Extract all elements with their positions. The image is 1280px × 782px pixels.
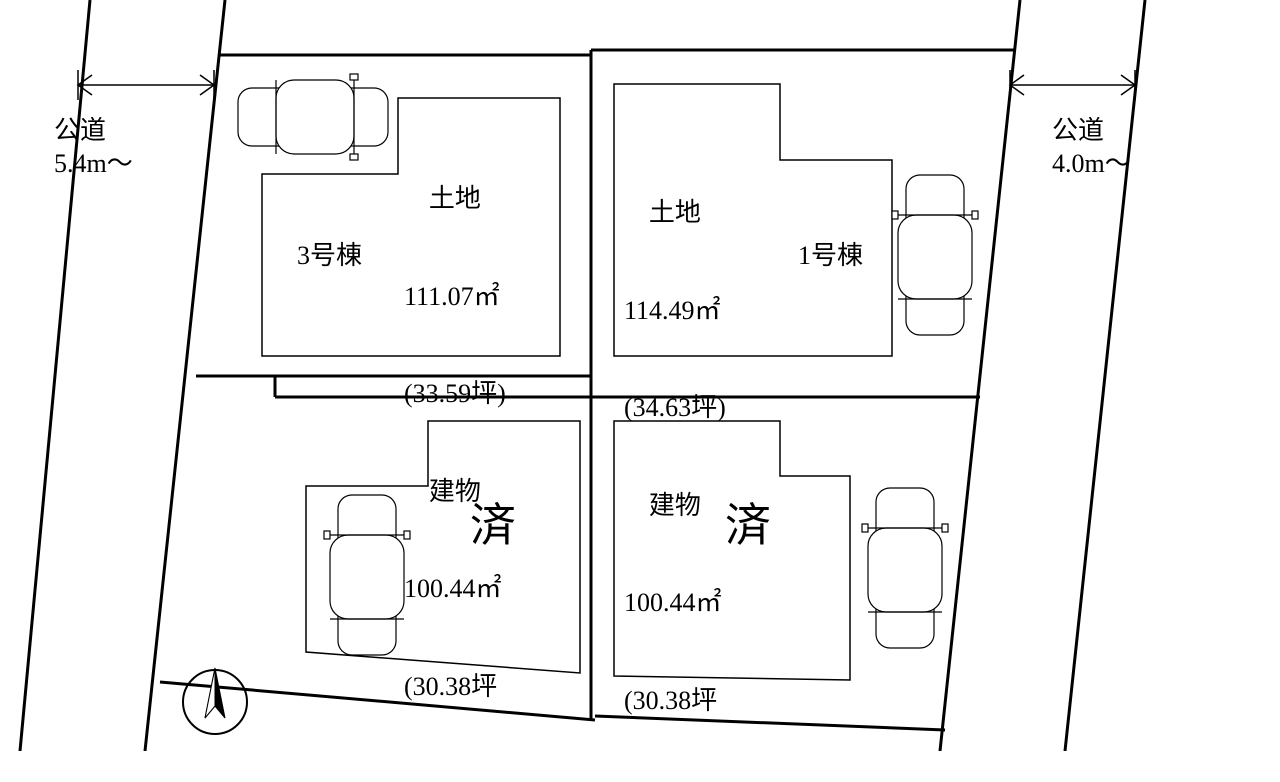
lot1-name: 1号棟 (798, 240, 863, 273)
sold-left-label: 済 (470, 497, 516, 555)
lot1-bldg-label: 建物 (624, 490, 726, 523)
car-icon (238, 74, 388, 160)
road-left-label: 公道 5.4m〜 (54, 115, 133, 180)
lot1-bldg-area: 100.44㎡ (624, 587, 726, 620)
site-plan-diagram: 公道 5.4m〜 公道 4.0m〜 3号棟 土地 111.07㎡ (33.59坪… (0, 0, 1280, 751)
lot3-details: 土地 111.07㎡ (33.59坪) 建物 100.44㎡ (30.38坪 (404, 118, 506, 768)
lot3-land-label: 土地 (404, 183, 506, 216)
lot3-name: 3号棟 (297, 240, 362, 273)
lot3-land-tsubo: (33.59坪) (404, 378, 506, 411)
lot3-bldg-area: 100.44㎡ (404, 573, 506, 606)
car-icon (324, 495, 410, 655)
car-icon (892, 175, 978, 335)
lot1-land-tsubo: (34.63坪) (624, 392, 726, 425)
car-icon (862, 488, 948, 648)
road-right-label: 公道 4.0m〜 (1052, 115, 1131, 180)
compass-icon (183, 668, 247, 734)
lot1-land-label: 土地 (624, 197, 726, 230)
lot1-land-area: 114.49㎡ (624, 295, 726, 328)
lot3-bldg-tsubo: (30.38坪 (404, 671, 506, 704)
lot1-details: 土地 114.49㎡ (34.63坪) 建物 100.44㎡ (30.38坪 (624, 132, 726, 782)
lot1-bldg-tsubo: (30.38坪 (624, 685, 726, 718)
sold-right-label: 済 (725, 497, 771, 555)
lot3-land-area: 111.07㎡ (404, 281, 506, 314)
